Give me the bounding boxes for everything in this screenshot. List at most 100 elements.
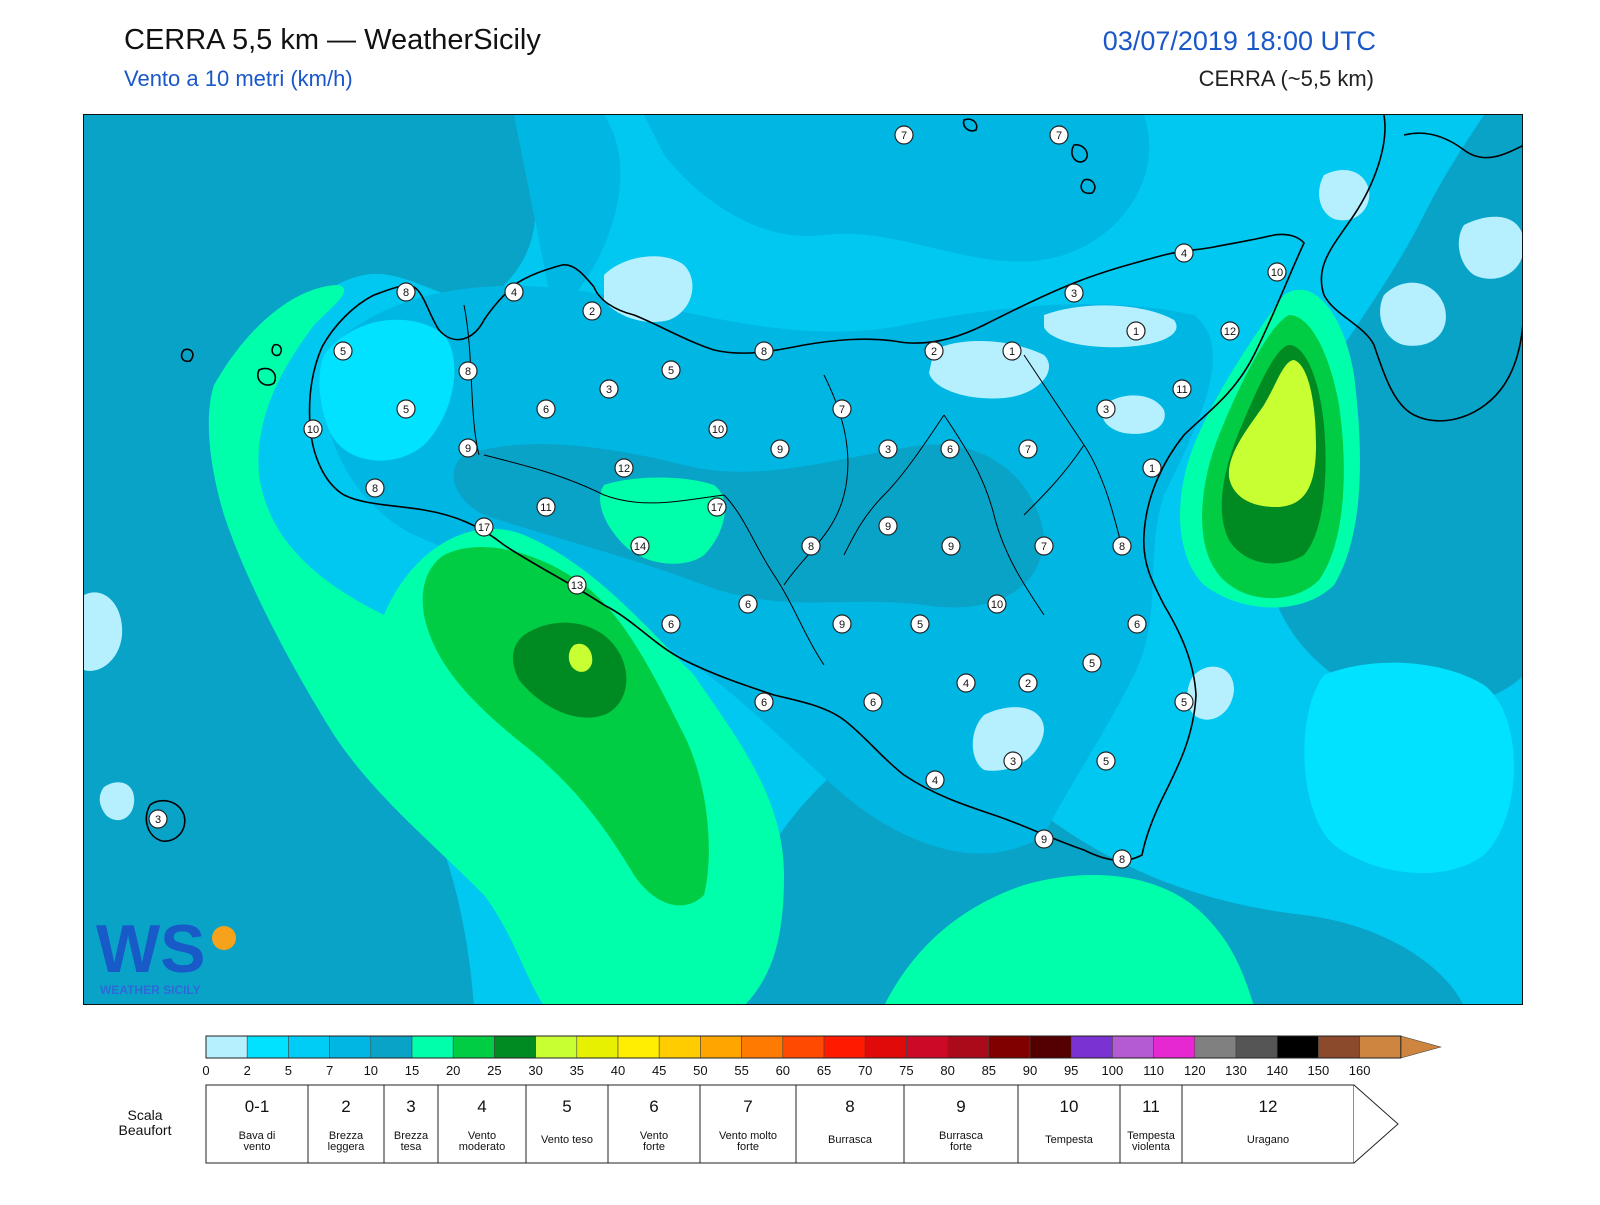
wind-band-0-2-f — [1319, 170, 1370, 221]
station-value: 14 — [634, 541, 646, 553]
colorbar-tick-label: 140 — [1266, 1063, 1288, 1078]
station-marker: 3 — [1064, 283, 1084, 303]
station-marker-circle — [1142, 458, 1162, 478]
station-marker: 1 — [1142, 458, 1162, 478]
station-marker-circle — [754, 341, 774, 361]
station-marker-circle — [504, 282, 524, 302]
station-marker-circle — [1126, 321, 1146, 341]
colorbar-segment — [1318, 1035, 1360, 1059]
beaufort-description: Tempesta violenta — [1127, 1130, 1176, 1153]
beaufort-cell — [307, 1084, 385, 1164]
station-marker: 3 — [1096, 399, 1116, 419]
colorbar-segment — [988, 1035, 1031, 1059]
beaufort-cell — [607, 1084, 701, 1164]
station-value: 4 — [932, 775, 938, 787]
beaufort-number: 6 — [649, 1097, 658, 1116]
beaufort-cell — [1017, 1084, 1121, 1164]
station-marker: 9 — [770, 439, 790, 459]
colorbar-tick-label: 60 — [776, 1063, 790, 1078]
station-marker-circle — [910, 614, 930, 634]
wind-band-25-30-west — [512, 622, 627, 718]
station-marker-circle — [458, 361, 478, 381]
colorbar-tick-label: 75 — [899, 1063, 913, 1078]
beaufort-description: Vento moderato — [459, 1130, 505, 1153]
beaufort-number: 2 — [341, 1097, 350, 1116]
station-marker: 6 — [1127, 614, 1147, 634]
beaufort-cell — [437, 1084, 527, 1164]
station-value: 5 — [917, 619, 923, 631]
colorbar-segment — [288, 1035, 330, 1059]
station-marker-circle — [458, 438, 478, 458]
station-marker: 8 — [754, 341, 774, 361]
beaufort-class: 7 Vento molto forte — [699, 1084, 797, 1164]
station-marker-circle — [396, 282, 416, 302]
colorbar-segment — [246, 1035, 289, 1059]
station-marker: 7 — [1049, 125, 1069, 145]
station-value: 1 — [1149, 463, 1155, 475]
station-marker: 14 — [630, 536, 650, 556]
station-value: 5 — [1089, 658, 1095, 670]
model-resolution: CERRA (~5,5 km) — [1198, 66, 1374, 91]
colorbar-segment — [205, 1035, 248, 1059]
beaufort-scale: Scala Beaufort 0-1 Bava di vento 2 Brezza legge… — [119, 1084, 1399, 1164]
station-value: 8 — [403, 287, 409, 299]
colorbar-tick-label: 110 — [1143, 1063, 1164, 1078]
station-marker: 5 — [333, 341, 353, 361]
station-marker-circle — [1112, 849, 1132, 869]
station-marker-circle — [614, 458, 634, 478]
beaufort-number: 9 — [956, 1097, 965, 1116]
station-marker-circle — [1049, 125, 1069, 145]
station-marker: 4 — [504, 282, 524, 302]
station-value: 9 — [885, 521, 891, 533]
station-marker-circle — [1002, 341, 1022, 361]
station-value: 3 — [1071, 288, 1077, 300]
colorbar-segment — [329, 1035, 372, 1059]
station-marker: 8 — [801, 536, 821, 556]
beaufort-description: Brezza leggera — [328, 1130, 366, 1153]
station-marker: 9 — [832, 614, 852, 634]
station-value: 3 — [1103, 404, 1109, 416]
station-marker-circle — [832, 614, 852, 634]
station-value: 9 — [777, 444, 783, 456]
station-value: 9 — [839, 619, 845, 631]
station-marker: 4 — [1174, 243, 1194, 263]
station-marker: 6 — [863, 692, 883, 712]
colorbar-tick-label: 45 — [652, 1063, 666, 1078]
station-marker-circle — [661, 614, 681, 634]
station-value: 6 — [761, 697, 767, 709]
beaufort-class: 12 Uragano — [1181, 1084, 1355, 1164]
beaufort-cell — [1119, 1084, 1183, 1164]
beaufort-label: Scala Beaufort — [119, 1107, 172, 1138]
station-marker: 2 — [1018, 673, 1038, 693]
beaufort-number: 7 — [743, 1097, 752, 1116]
colorbar-segment — [535, 1035, 578, 1059]
station-marker-circle — [567, 575, 587, 595]
colorbar-tick-label: 90 — [1023, 1063, 1037, 1078]
aeolian-islands — [962, 118, 1096, 195]
station-marker-circle — [1096, 751, 1116, 771]
station-marker: 3 — [878, 439, 898, 459]
wind-band-10-15-west — [84, 115, 536, 1004]
wind-band-15-20-south — [885, 875, 1254, 1004]
station-marker: 8 — [1112, 849, 1132, 869]
station-marker-circle — [1003, 751, 1023, 771]
station-marker-circle — [1127, 614, 1147, 634]
station-marker: 6 — [661, 614, 681, 634]
station-marker-circle — [754, 692, 774, 712]
station-marker: 5 — [1082, 653, 1102, 673]
station-value: 8 — [1119, 541, 1125, 553]
station-value: 9 — [948, 541, 954, 553]
colorbar-segment — [370, 1035, 413, 1059]
beaufort-description: Tempesta — [1045, 1134, 1094, 1146]
station-marker-circle — [661, 360, 681, 380]
beaufort-description: Vento molto forte — [719, 1130, 777, 1153]
station-value: 3 — [885, 444, 891, 456]
station-marker-circle — [894, 125, 914, 145]
station-marker: 3 — [1003, 751, 1023, 771]
station-marker-circle — [1220, 321, 1240, 341]
station-value: 5 — [668, 365, 674, 377]
beaufort-cell — [383, 1084, 439, 1164]
station-marker: 5 — [396, 399, 416, 419]
calabria-coast-north — [1403, 132, 1522, 159]
wind-band-interior-dark — [453, 444, 1044, 608]
